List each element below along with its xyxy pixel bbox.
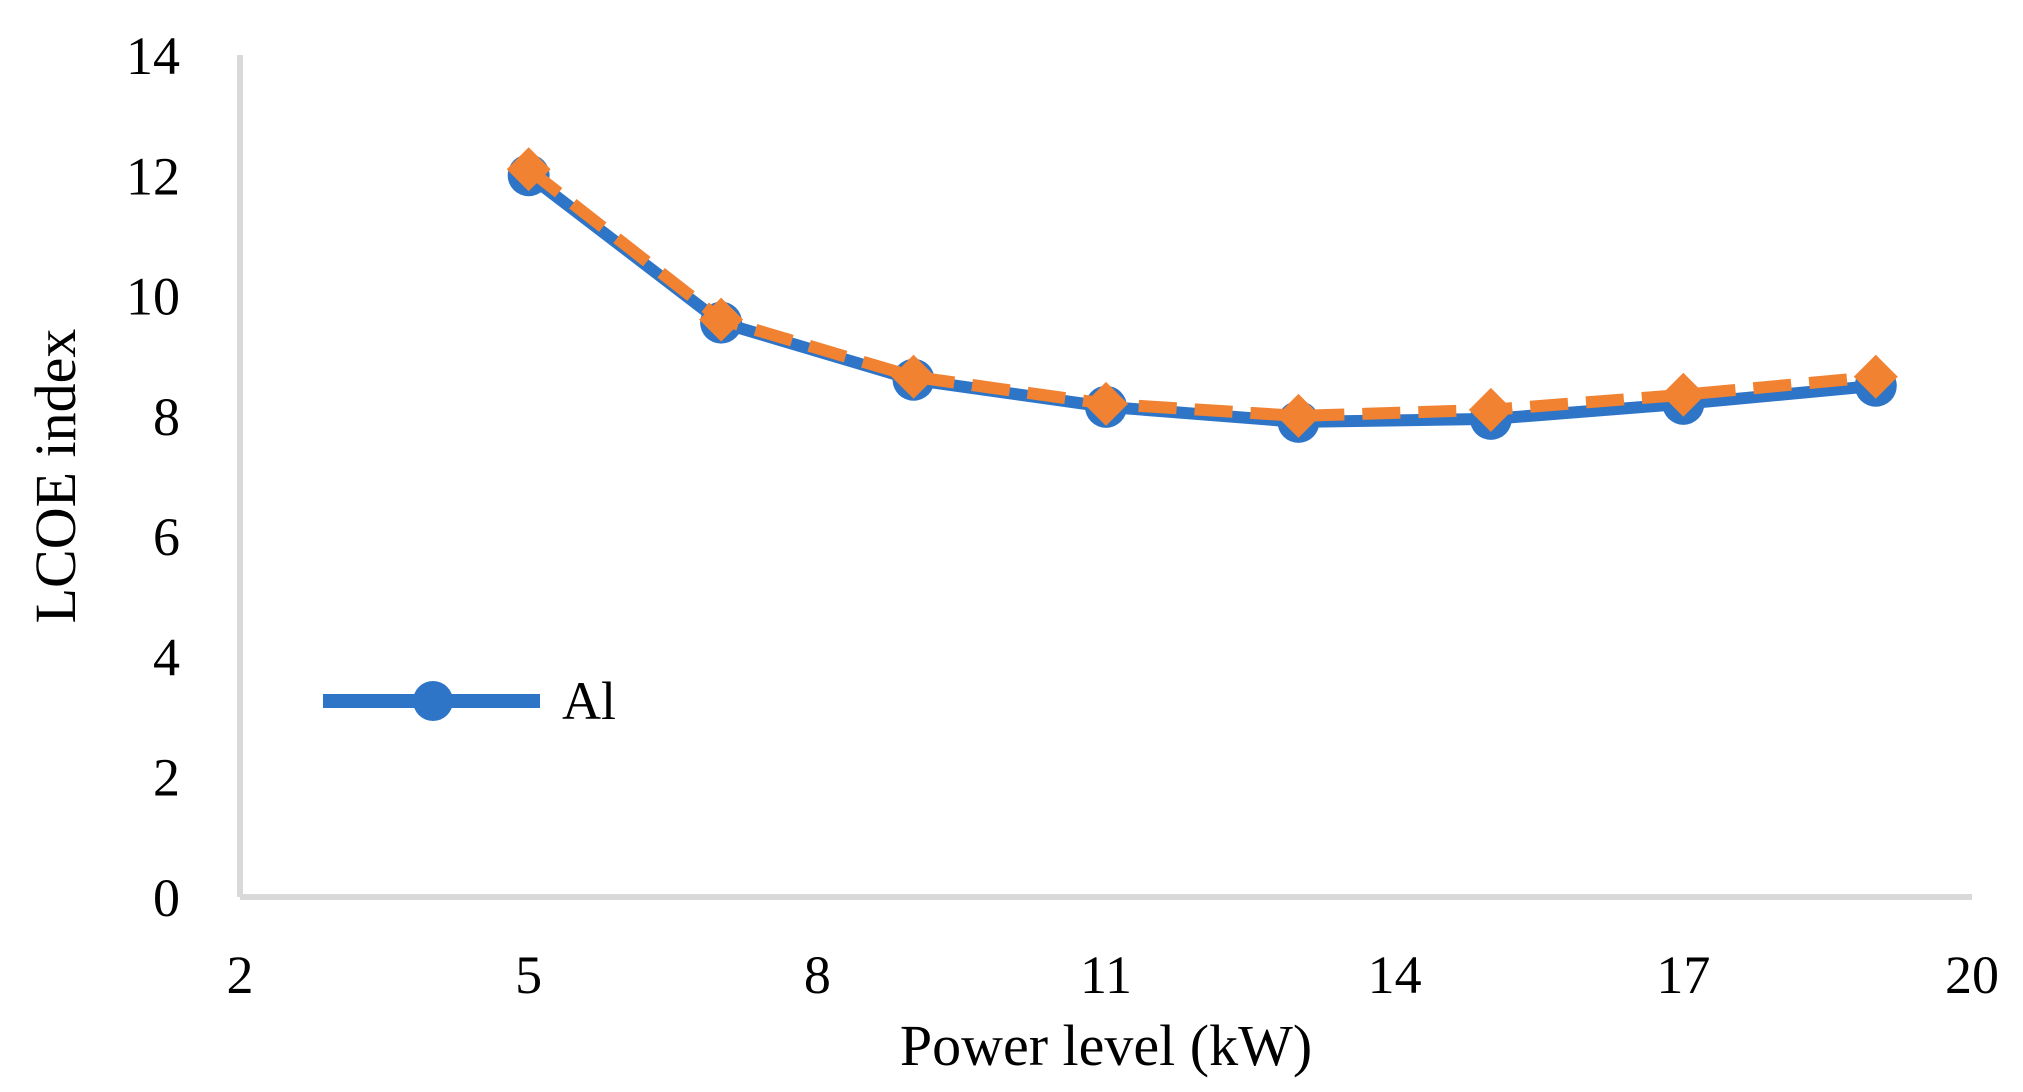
x-axis-title: Power level (kW) <box>900 1013 1312 1078</box>
series-2-point-7 <box>1661 372 1706 417</box>
series-2-point-5 <box>1276 393 1321 438</box>
y-tick-label-14: 14 <box>126 26 180 86</box>
axes <box>237 55 1972 900</box>
series-2-point-1 <box>506 147 551 192</box>
legend-marker <box>413 681 453 721</box>
x-tick-label-20: 20 <box>1945 945 1999 1005</box>
x-tick-label-2: 2 <box>227 945 254 1005</box>
y-tick-label-6: 6 <box>153 507 180 567</box>
series-2-point-8 <box>1853 354 1898 399</box>
series-layer <box>506 147 1898 443</box>
y-tick-label-0: 0 <box>153 868 180 928</box>
y-tick-label-8: 8 <box>153 387 180 447</box>
series-2-point-4 <box>1084 381 1128 426</box>
legend-label-al: Al <box>562 671 616 731</box>
y-tick-labels: 0 2 4 6 8 10 12 14 <box>126 26 180 928</box>
y-axis-title: LCOE index <box>23 329 88 624</box>
y-tick-label-4: 4 <box>153 627 180 687</box>
series-2-point-2 <box>699 297 744 342</box>
series-2-point-6 <box>1468 387 1513 432</box>
series-2-point-3 <box>891 354 936 399</box>
y-tick-label-10: 10 <box>126 267 180 327</box>
x-tick-label-5: 5 <box>515 945 542 1005</box>
x-tick-label-8: 8 <box>804 945 831 1005</box>
x-tick-label-11: 11 <box>1080 945 1132 1005</box>
y-tick-label-12: 12 <box>126 146 180 206</box>
y-tick-label-2: 2 <box>153 748 180 808</box>
x-tick-label-14: 14 <box>1368 945 1422 1005</box>
series-line-2 <box>525 164 1877 422</box>
x-tick-labels: 2 5 8 11 14 17 20 <box>227 945 2000 1005</box>
x-tick-label-17: 17 <box>1656 945 1710 1005</box>
legend: Al <box>323 671 616 731</box>
